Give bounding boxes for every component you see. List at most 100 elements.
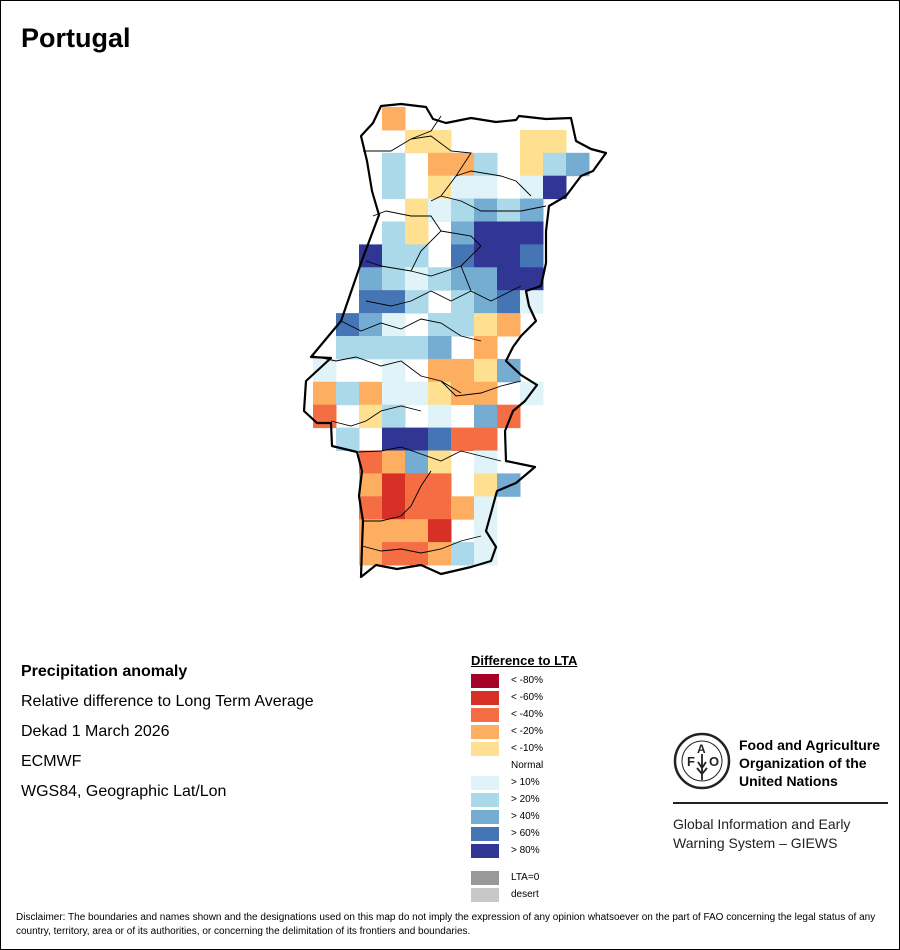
anomaly-cell — [520, 267, 544, 291]
legend-title: Difference to LTA — [471, 653, 578, 668]
legend-label: desert — [511, 889, 539, 900]
fao-logo-icon: F A O — [673, 732, 731, 790]
anomaly-cell — [451, 358, 475, 383]
anomaly-cell — [520, 290, 544, 314]
anomaly-cell — [474, 290, 498, 314]
info-source: ECMWF — [21, 753, 82, 770]
anomaly-cell — [382, 267, 406, 291]
legend-swatch — [471, 690, 499, 705]
anomaly-cell — [474, 358, 498, 383]
anomaly-cell — [497, 244, 521, 268]
anomaly-cell — [428, 313, 452, 337]
anomaly-cell — [336, 336, 360, 360]
anomaly-cell — [451, 290, 475, 314]
precipitation-anomaly-map — [302, 102, 608, 579]
anomaly-cell — [382, 358, 406, 383]
legend-swatch — [471, 792, 499, 807]
anomaly-cell — [405, 129, 429, 154]
legend-swatch — [471, 741, 499, 756]
anomaly-cell — [474, 473, 498, 497]
anomaly-cell — [359, 404, 383, 429]
anomaly-cell — [474, 267, 498, 291]
anomaly-cell — [405, 336, 429, 360]
legend-item: Normal — [471, 757, 577, 774]
legend-item: > 20% — [471, 791, 577, 808]
legend-swatch — [471, 707, 499, 722]
anomaly-cell — [382, 450, 406, 474]
anomaly-cell — [313, 404, 337, 429]
anomaly-cell — [451, 152, 475, 177]
legend-label: < -40% — [511, 709, 543, 720]
anomaly-cell — [382, 152, 406, 177]
disclaimer: Disclaimer: The boundaries and names sho… — [16, 912, 876, 937]
anomaly-cell — [405, 381, 429, 406]
anomaly-cell — [359, 267, 383, 291]
anomaly-cell — [405, 290, 429, 314]
anomaly-cell — [497, 221, 521, 245]
anomaly-cell — [451, 313, 475, 337]
anomaly-cell — [474, 336, 498, 360]
anomaly-cell — [451, 175, 475, 200]
legend-swatch — [471, 843, 499, 858]
legend-item: < -10% — [471, 740, 577, 757]
anomaly-cell — [428, 404, 452, 429]
anomaly-cell — [428, 450, 452, 474]
anomaly-cell — [474, 221, 498, 245]
anomaly-cell — [382, 221, 406, 245]
legend-swatch — [471, 887, 499, 902]
legend-item: < -20% — [471, 723, 577, 740]
anomaly-cell — [474, 313, 498, 337]
legend-item: desert — [471, 886, 577, 903]
anomaly-cell — [382, 107, 406, 131]
anomaly-cell — [543, 152, 567, 177]
anomaly-cell — [520, 198, 544, 222]
anomaly-cell — [428, 496, 452, 520]
anomaly-cell — [543, 175, 567, 200]
anomaly-cell — [474, 152, 498, 177]
anomaly-cell — [382, 496, 406, 520]
anomaly-cell — [382, 404, 406, 429]
svg-text:A: A — [697, 742, 706, 756]
legend-label: < -60% — [511, 692, 543, 703]
anomaly-cell — [428, 129, 452, 154]
anomaly-cell — [359, 381, 383, 406]
anomaly-cell — [474, 404, 498, 429]
legend-label: > 60% — [511, 828, 540, 839]
legend-item: > 60% — [471, 825, 577, 842]
anomaly-cell — [359, 519, 383, 543]
anomaly-cell — [382, 473, 406, 497]
legend: Difference to LTA < -80% < -60% < -40% < -2… — [471, 653, 577, 903]
legend-item: > 80% — [471, 842, 577, 859]
anomaly-cell — [405, 198, 429, 222]
info-projection: WGS84, Geographic Lat/Lon — [21, 783, 227, 800]
anomaly-cell — [382, 427, 406, 451]
anomaly-cell — [405, 496, 429, 520]
anomaly-cell — [359, 336, 383, 360]
anomaly-cell — [382, 336, 406, 360]
anomaly-cell — [543, 129, 567, 154]
legend-item: < -40% — [471, 706, 577, 723]
anomaly-cell — [428, 542, 452, 566]
anomaly-cell — [497, 313, 521, 337]
legend-swatch — [471, 809, 499, 824]
legend-label: < -10% — [511, 743, 543, 754]
legend-label: LTA=0 — [511, 872, 540, 883]
anomaly-cell — [474, 450, 498, 474]
anomaly-cell — [497, 290, 521, 314]
anomaly-cell — [382, 244, 406, 268]
anomaly-cell — [405, 473, 429, 497]
legend-label: > 80% — [511, 845, 540, 856]
anomaly-cell — [359, 313, 383, 337]
district-boundaries — [312, 115, 547, 554]
legend-item: < -80% — [471, 672, 577, 689]
legend-label: < -20% — [511, 726, 543, 737]
anomaly-cell — [428, 198, 452, 222]
legend-swatch — [471, 775, 499, 790]
legend-item: > 10% — [471, 774, 577, 791]
anomaly-cell — [359, 450, 383, 474]
svg-text:F: F — [687, 754, 695, 769]
anomaly-cell — [359, 496, 383, 520]
anomaly-cell — [474, 427, 498, 451]
anomaly-cell — [451, 221, 475, 245]
divider — [673, 802, 888, 804]
